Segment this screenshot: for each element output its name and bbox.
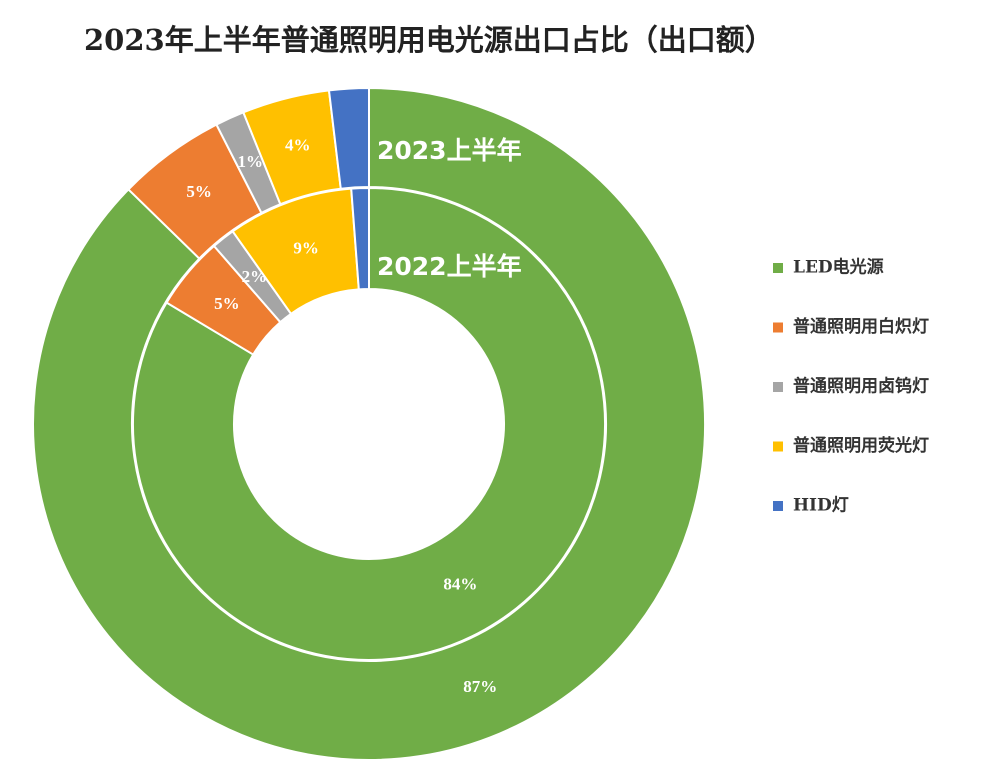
legend-swatch [773, 441, 783, 452]
value-label: 9% [293, 238, 319, 257]
donut-slice [132, 186, 606, 661]
value-label: 87% [463, 677, 497, 696]
value-label: 5% [186, 182, 212, 201]
legend-label: 普通照明用荧光灯 [793, 435, 929, 456]
legend-label: 普通照明用白炽灯 [793, 316, 929, 337]
legend-swatch [773, 501, 783, 511]
legend-label: LED电光源 [793, 257, 884, 278]
legend-swatch [773, 322, 783, 333]
legend-swatch [773, 263, 783, 273]
chart-title: 2023年上半年普通照明用电光源出口占比（出口额） [84, 23, 774, 57]
legend-label: HID灯 [793, 496, 849, 516]
legend-label: 普通照明用卤钨灯 [793, 376, 929, 397]
donut-slice [350, 186, 370, 291]
series-label: 2023上半年 [377, 136, 522, 165]
value-label: 5% [214, 294, 240, 313]
value-label: 84% [443, 574, 477, 593]
series-label: 2022上半年 [377, 252, 522, 281]
value-label: 4% [285, 135, 311, 154]
value-label: 1% [238, 152, 264, 171]
legend-swatch [773, 382, 783, 392]
